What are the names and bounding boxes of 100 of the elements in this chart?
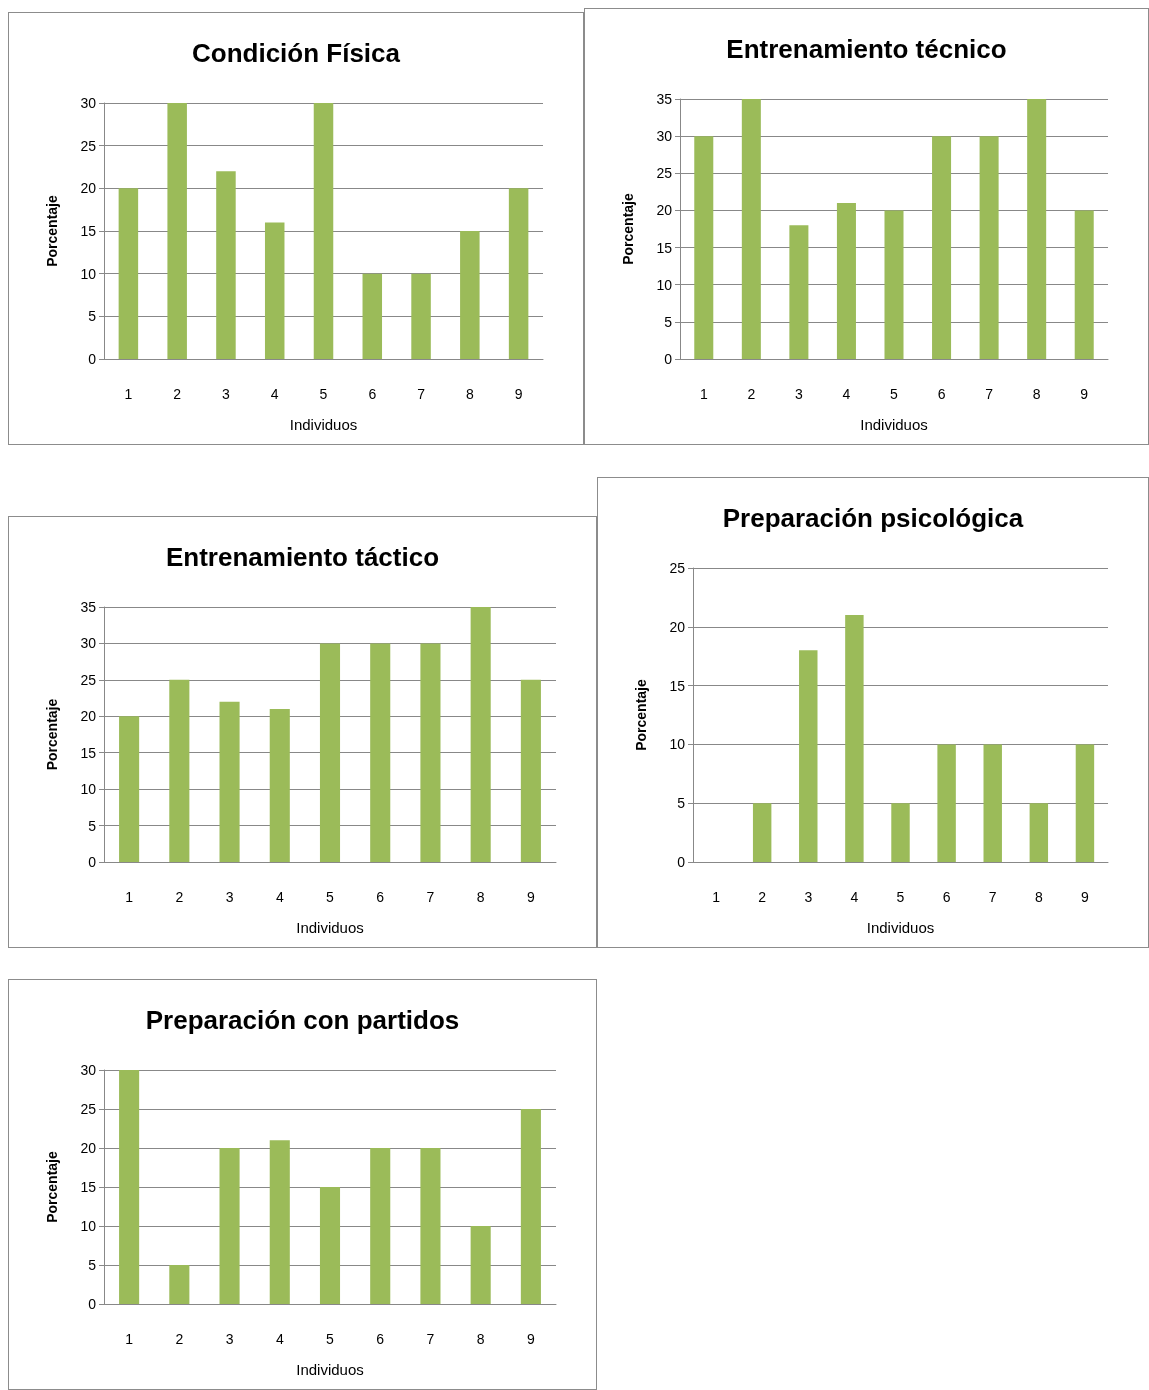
x-tick-label: 7 <box>426 889 435 905</box>
y-tick-label: 5 <box>677 795 686 812</box>
bar <box>741 99 761 359</box>
chart-title: Entrenamiento técnico <box>726 34 1007 64</box>
x-tick-label: 5 <box>319 386 328 402</box>
y-tick-label: 15 <box>80 744 97 761</box>
y-tick-label: 20 <box>80 180 97 197</box>
bar <box>319 1187 341 1304</box>
y-tick-label: 15 <box>669 677 686 694</box>
x-tick-label: 9 <box>526 889 535 905</box>
bar <box>694 136 714 359</box>
bar <box>1075 744 1095 862</box>
bar <box>979 136 999 359</box>
y-tick-label: 10 <box>80 265 97 282</box>
x-tick-label: 2 <box>173 386 182 402</box>
y-tick-label: 5 <box>664 313 673 330</box>
y-tick-label: 30 <box>656 128 673 145</box>
bar <box>884 210 904 359</box>
bar <box>937 744 956 862</box>
bar <box>370 643 391 862</box>
bar <box>119 1070 140 1304</box>
chart-title: Preparación con partidos <box>145 1005 460 1035</box>
bar <box>169 1265 190 1304</box>
bar <box>269 709 290 862</box>
y-tick-label: 25 <box>656 165 673 182</box>
x-tick-label: 2 <box>747 386 756 402</box>
x-tick-label: 9 <box>526 1331 535 1347</box>
y-axis-title: Porcentaje <box>44 1151 60 1223</box>
y-tick-label: 30 <box>80 635 97 652</box>
bar <box>836 203 856 359</box>
y-tick-label: 10 <box>80 1218 97 1234</box>
x-tick-label: 4 <box>850 889 859 905</box>
bar <box>118 188 139 359</box>
bar <box>891 803 910 862</box>
x-tick-label: 8 <box>1034 889 1043 905</box>
bar <box>167 103 187 359</box>
y-tick-label: 25 <box>80 1101 97 1117</box>
y-tick-label: 5 <box>88 308 97 325</box>
bar <box>470 607 491 862</box>
bar <box>411 273 431 359</box>
bar <box>370 1148 391 1304</box>
y-tick-label: 0 <box>88 854 97 870</box>
x-tick-label: 1 <box>712 889 721 905</box>
bar <box>219 1148 240 1304</box>
bar <box>460 231 480 359</box>
x-axis-title: Individuos <box>866 919 935 936</box>
x-tick-label: 6 <box>376 1331 385 1347</box>
y-tick-label: 25 <box>80 671 97 688</box>
bar <box>313 103 334 359</box>
y-tick-label: 10 <box>80 781 97 798</box>
y-tick-label: 15 <box>80 223 97 239</box>
x-tick-label: 4 <box>842 386 851 402</box>
y-tick-label: 10 <box>656 276 673 293</box>
y-axis-title: Porcentaje <box>633 679 649 751</box>
y-tick-label: 35 <box>80 599 97 615</box>
x-tick-label: 1 <box>125 889 134 905</box>
bar <box>752 803 772 862</box>
x-tick-label: 5 <box>890 386 899 402</box>
x-tick-label: 7 <box>417 386 426 402</box>
bar <box>1029 803 1049 862</box>
bar <box>269 1140 290 1304</box>
x-tick-label: 2 <box>175 889 184 905</box>
y-tick-label: 20 <box>669 618 686 635</box>
x-axis-title: Individuos <box>860 416 928 433</box>
y-tick-label: 30 <box>80 1062 97 1078</box>
bar <box>1074 210 1094 359</box>
chart-title: Preparación psicológica <box>722 503 1024 533</box>
x-tick-label: 2 <box>175 1331 184 1347</box>
x-tick-label: 1 <box>125 1331 134 1347</box>
bar <box>319 643 341 862</box>
y-tick-label: 5 <box>88 1257 97 1273</box>
x-tick-label: 4 <box>275 889 284 905</box>
y-tick-label: 35 <box>656 91 673 107</box>
x-tick-label: 9 <box>1081 889 1090 905</box>
y-tick-label: 30 <box>80 95 97 111</box>
bar <box>983 744 1002 862</box>
bar <box>264 222 285 359</box>
x-axis-title: Individuos <box>289 416 358 433</box>
y-tick-label: 0 <box>677 854 686 870</box>
y-tick-label: 0 <box>664 351 673 367</box>
bar <box>169 679 190 862</box>
y-tick-label: 20 <box>80 708 97 725</box>
x-tick-label: 9 <box>514 386 523 402</box>
x-axis-title: Individuos <box>296 1361 364 1378</box>
x-tick-label: 6 <box>376 889 385 905</box>
x-axis-title: Individuos <box>296 919 364 936</box>
chart-title: Entrenamiento táctico <box>165 542 440 572</box>
x-tick-label: 3 <box>225 889 234 905</box>
bar <box>420 643 441 862</box>
x-tick-label: 4 <box>275 1331 284 1347</box>
y-tick-label: 15 <box>80 1179 97 1195</box>
x-tick-label: 3 <box>222 386 231 402</box>
bar <box>520 1109 541 1304</box>
x-tick-label: 5 <box>326 889 335 905</box>
bar <box>362 273 383 359</box>
bar <box>520 679 541 862</box>
bar <box>508 188 529 359</box>
x-tick-label: 7 <box>985 386 994 402</box>
y-tick-label: 5 <box>88 817 97 834</box>
x-tick-label: 8 <box>1032 386 1041 402</box>
